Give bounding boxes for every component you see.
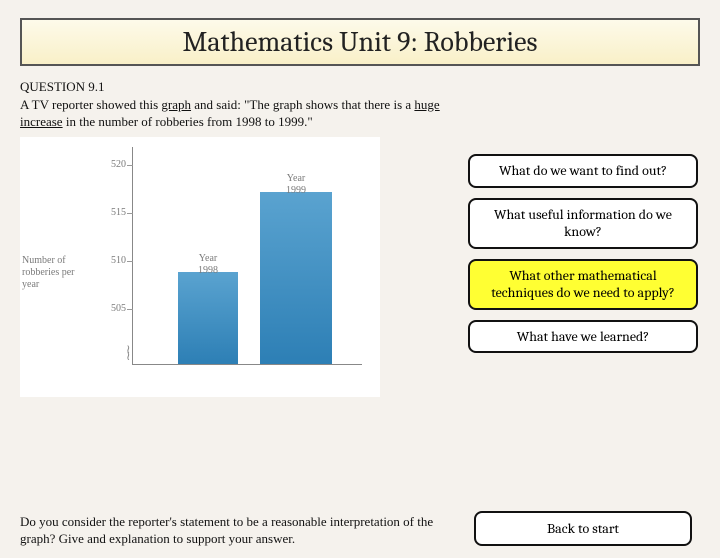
side-btn-useful-info[interactable]: What useful information do we know? (468, 198, 698, 249)
question-block: QUESTION 9.1 A TV reporter showed this g… (20, 78, 450, 131)
side-btn-label: What useful information do we know? (494, 206, 672, 241)
side-btn-find-out[interactable]: What do we want to find out? (468, 154, 698, 188)
question-body-1: A TV reporter showed this (20, 97, 161, 112)
y-axis-label-l3: year (22, 279, 39, 290)
bar-label-1999: Year 1999 (260, 173, 332, 197)
page-title: Mathematics Unit 9: Robberies (32, 26, 688, 58)
back-button-label: Back to start (547, 520, 619, 537)
side-btn-label: What do we want to find out? (499, 162, 667, 179)
side-btn-label: What other mathematical techniques do we… (491, 267, 675, 302)
y-axis-label-l1: Number of (22, 255, 66, 266)
tick-line (127, 309, 133, 310)
left-column: QUESTION 9.1 A TV reporter showed this g… (20, 78, 450, 405)
bar-1999 (260, 192, 332, 364)
right-column: What do we want to find out? What useful… (468, 154, 698, 363)
underline-graph: graph (161, 97, 191, 112)
y-tick-505: 505 (96, 303, 126, 314)
title-bar: Mathematics Unit 9: Robberies (20, 18, 700, 66)
bottom-question: Do you consider the reporter's statement… (20, 513, 440, 548)
bar-1998 (178, 272, 238, 364)
bar-label-1998-l1: Year (199, 253, 217, 264)
y-axis-label: Number of robberies per year (22, 255, 80, 291)
side-btn-techniques[interactable]: What other mathematical techniques do we… (468, 259, 698, 310)
y-tick-515: 515 (96, 207, 126, 218)
bar-label-1999-l2: 1999 (286, 185, 306, 196)
bar-label-1998-l2: 1998 (198, 265, 218, 276)
question-body-2: and said: "The graph shows that there is… (191, 97, 414, 112)
bar-label-1999-l1: Year (287, 173, 305, 184)
y-tick-520: 520 (96, 159, 126, 170)
bar-label-1998: Year 1998 (178, 253, 238, 277)
side-btn-label: What have we learned? (517, 328, 649, 345)
back-to-start-button[interactable]: Back to start (474, 511, 692, 546)
tick-line (127, 213, 133, 214)
axis-break-icon: ≀≀ (126, 346, 131, 360)
question-body-3: in the number of robberies from 1998 to … (63, 114, 313, 129)
tick-line (127, 165, 133, 166)
question-heading: QUESTION 9.1 (20, 79, 105, 94)
y-axis-label-l2: robberies per (22, 267, 74, 278)
bar-chart: Number of robberies per year 520 515 510… (20, 137, 380, 397)
x-axis-line (132, 364, 362, 365)
y-tick-510: 510 (96, 255, 126, 266)
y-axis-line (132, 147, 133, 365)
side-btn-learned[interactable]: What have we learned? (468, 320, 698, 354)
tick-line (127, 261, 133, 262)
